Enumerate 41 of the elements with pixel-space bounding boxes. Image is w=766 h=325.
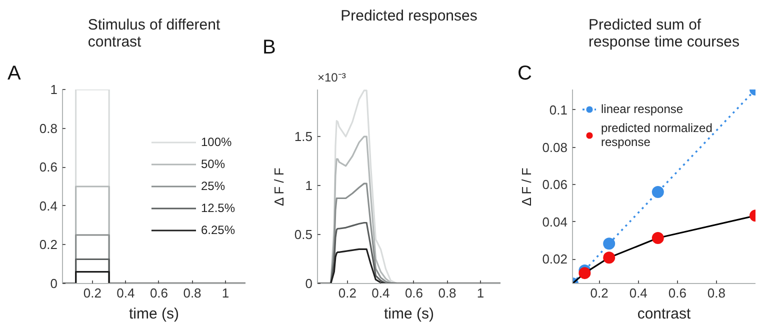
y-tick-label: 0.4	[39, 198, 58, 214]
x-tick-label: 0.2	[590, 286, 608, 300]
x-tick-label: 0.6	[404, 286, 424, 300]
x-tick-label: 0.6	[150, 286, 168, 300]
y-tick-label: 0.08	[542, 140, 568, 155]
x-tick-label: 0.4	[629, 286, 648, 300]
y-tick-label: 0.5	[294, 227, 313, 242]
y-tick-label: 1.5	[294, 129, 313, 144]
y-tick-label: 0.6	[39, 160, 58, 175]
text: C	[518, 62, 532, 84]
y-tick-label: 1	[50, 82, 58, 97]
x-tick-label: 0.4	[372, 286, 390, 300]
chart-title: Stimulus of different contrast	[88, 16, 221, 50]
y-tick-label: 0.02	[542, 252, 568, 267]
y-tick-label: 0.04	[542, 214, 568, 230]
y-tick-label: 0	[50, 276, 58, 291]
x-tick-label: 0.4	[116, 286, 135, 300]
y-tick-label: 0.1	[549, 102, 568, 118]
y-tick-label: 0.8	[39, 120, 58, 136]
text: A	[8, 62, 22, 84]
x-tick-label: 1	[476, 286, 484, 300]
text: ×10⁻³	[318, 70, 346, 84]
x-axis-title: time (s)	[129, 306, 179, 322]
chart-title: Predicted sum of response time courses	[588, 16, 740, 50]
x-axis-title: time (s)	[384, 306, 434, 322]
x-tick-label: 0.6	[668, 286, 686, 300]
y-tick-label: 0	[305, 276, 313, 291]
x-axis-title: contrast	[637, 306, 692, 322]
y-tick-label: 1	[305, 178, 313, 194]
y-axis-title: Δ F / F	[519, 168, 534, 206]
y-tick-label: 0.06	[542, 177, 568, 192]
chart-title: Predicted responses	[340, 8, 478, 24]
y-axis-title: Δ F / F	[271, 168, 286, 206]
x-tick-label: 0.8	[183, 286, 202, 300]
x-tick-label: 1	[222, 286, 230, 300]
text: B	[262, 36, 276, 58]
x-tick-label: 0.8	[438, 286, 456, 300]
x-tick-label: 0.2	[338, 286, 356, 300]
x-tick-label: 0.2	[83, 286, 102, 300]
x-tick-label: 0.8	[707, 286, 726, 300]
y-tick-label: 0.2	[39, 237, 58, 252]
